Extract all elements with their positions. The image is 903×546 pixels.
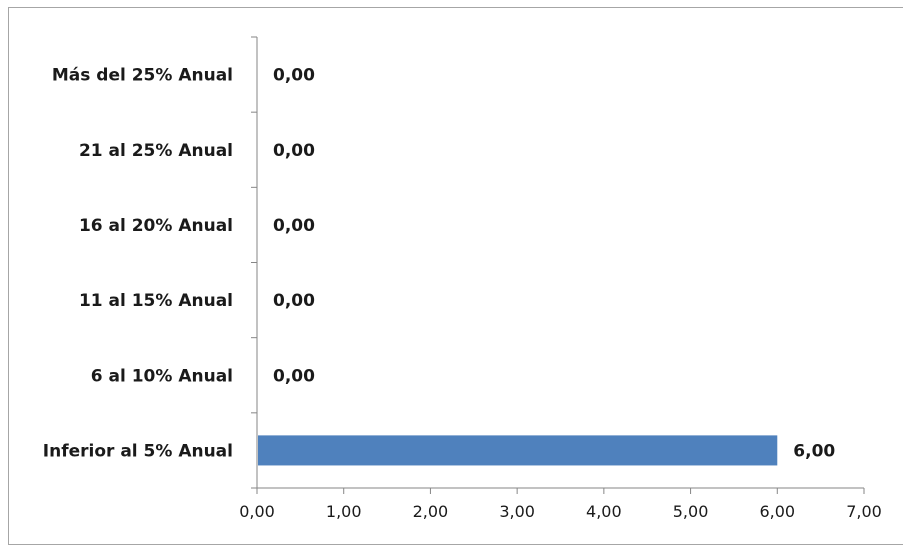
data-label: 0,00 bbox=[273, 291, 315, 311]
x-axis bbox=[251, 487, 865, 494]
data-label: 0,00 bbox=[273, 216, 315, 236]
category-label: 11 al 15% Anual bbox=[79, 291, 233, 311]
category-labels: Inferior al 5% Anual 6 al 10% Anual 11 al … bbox=[43, 66, 233, 462]
category-label: 21 al 25% Anual bbox=[79, 141, 233, 161]
data-label: 0,00 bbox=[273, 366, 315, 386]
x-tick-label: 6,00 bbox=[759, 502, 795, 521]
bar bbox=[258, 435, 778, 466]
data-labels: 6,00 0,00 0,00 0,00 0,00 0,00 bbox=[273, 66, 835, 462]
x-tick-label: 0,00 bbox=[239, 502, 275, 521]
bars bbox=[258, 435, 778, 466]
category-label: 16 al 20% Anual bbox=[79, 216, 233, 236]
x-tick-label: 4,00 bbox=[586, 502, 622, 521]
y-axis bbox=[251, 36, 258, 489]
category-label: 6 al 10% Anual bbox=[91, 366, 233, 386]
x-tick-label: 5,00 bbox=[673, 502, 709, 521]
category-label: Inferior al 5% Anual bbox=[43, 441, 233, 461]
data-label: 6,00 bbox=[793, 441, 835, 461]
x-tick-label: 7,00 bbox=[846, 502, 882, 521]
category-label: Más del 25% Anual bbox=[52, 66, 233, 86]
x-tick-labels: 0,00 1,00 2,00 3,00 4,00 5,00 6,00 7,00 bbox=[239, 502, 882, 521]
x-tick-label: 1,00 bbox=[326, 502, 362, 521]
data-label: 0,00 bbox=[273, 141, 315, 161]
x-tick-label: 2,00 bbox=[413, 502, 449, 521]
chart-frame bbox=[8, 7, 903, 545]
data-label: 0,00 bbox=[273, 66, 315, 86]
x-tick-label: 3,00 bbox=[499, 502, 535, 521]
